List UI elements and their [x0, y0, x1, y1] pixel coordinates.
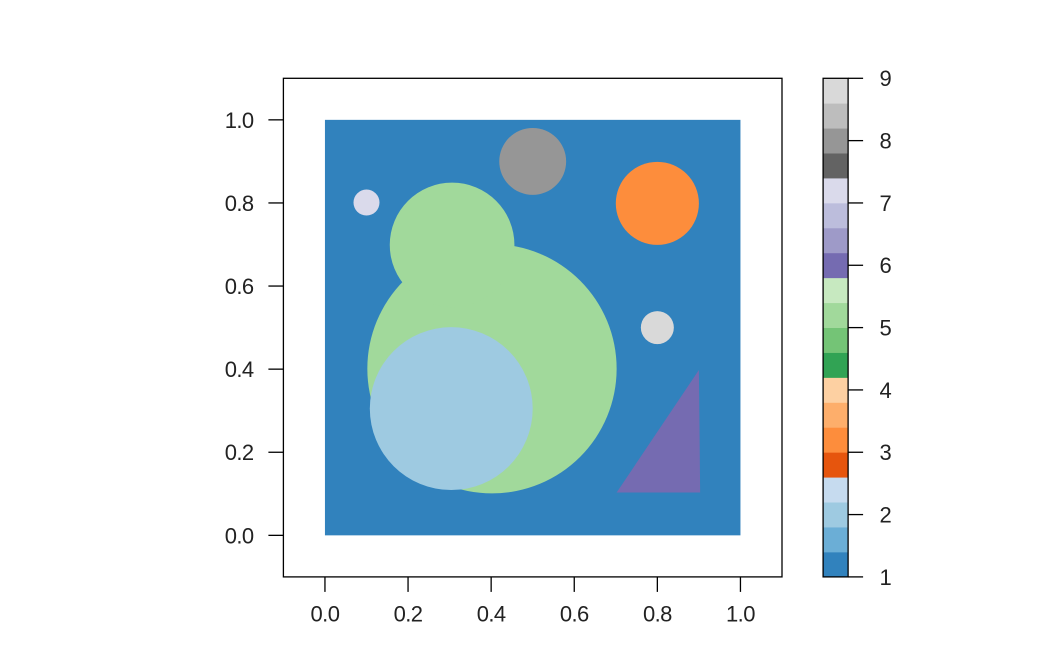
colorbar-band	[823, 402, 849, 428]
x-tick-label: 0.4	[477, 602, 506, 627]
colorbar-tick-label: 5	[880, 316, 892, 341]
y-tick-label: 0.8	[225, 191, 254, 216]
colorbar-band	[823, 178, 849, 204]
colorbar-band	[823, 452, 849, 478]
colorbar: 1 2 3 4 5 6 7 8 9	[822, 66, 892, 590]
colorbar-band	[823, 103, 849, 129]
purple-triangle	[616, 369, 701, 493]
green-circle-small	[389, 182, 515, 308]
colorbar-band	[823, 327, 849, 353]
y-tick-label: 0.0	[225, 523, 254, 548]
y-tick-label: 0.4	[225, 357, 254, 382]
colorbar-band	[823, 202, 849, 229]
y-tick-label: 1.0	[225, 108, 254, 133]
orange-circle	[615, 161, 699, 245]
colorbar-tick-label: 2	[880, 502, 892, 527]
colorbar-tick-label: 3	[880, 440, 892, 465]
colorbar-tick-label: 7	[880, 191, 892, 216]
colorbar-band	[823, 227, 849, 254]
colorbar-band	[823, 377, 849, 403]
colorbar-band	[823, 502, 849, 528]
colorbar-band	[823, 302, 849, 328]
colorbar-tick-label: 9	[880, 66, 892, 91]
x-tick-label: 1.0	[726, 602, 755, 627]
x-tick-label: 0.2	[394, 602, 423, 627]
gray-circle	[499, 127, 567, 195]
colorbar-band	[823, 352, 849, 378]
colorbar-band	[823, 128, 849, 154]
colorbar-tick-label: 8	[880, 129, 892, 154]
colorbar-tick-label: 6	[880, 253, 892, 278]
colorbar-band	[823, 277, 849, 304]
x-tick-label: 0.0	[311, 602, 340, 627]
axes-frame	[282, 77, 783, 578]
axes: 0.0 0.2 0.4 0.6 0.8 1.0 0.0 0.2 0.4 0.6 0.8 1.0	[225, 77, 783, 627]
colorbar-tick-label: 1	[880, 565, 892, 590]
colorbar-band	[823, 477, 849, 503]
colorbar-band	[823, 78, 849, 104]
lightblue-circle	[369, 327, 533, 491]
heatmap-image	[324, 119, 741, 536]
x-tick-label: 0.6	[560, 602, 589, 627]
y-tick-label: 0.2	[225, 440, 254, 465]
x-tick-label: 0.8	[643, 602, 672, 627]
lavender-circle	[353, 189, 380, 216]
y-tick-label: 0.6	[225, 274, 254, 299]
colorbar-band	[823, 153, 849, 179]
lightgray-circle	[640, 311, 674, 345]
colorbar-band	[823, 427, 849, 453]
colorbar-band	[823, 252, 849, 279]
colorbar-tick-label: 4	[880, 378, 892, 403]
colorbar-band	[823, 551, 849, 578]
colorbar-band	[823, 527, 849, 553]
